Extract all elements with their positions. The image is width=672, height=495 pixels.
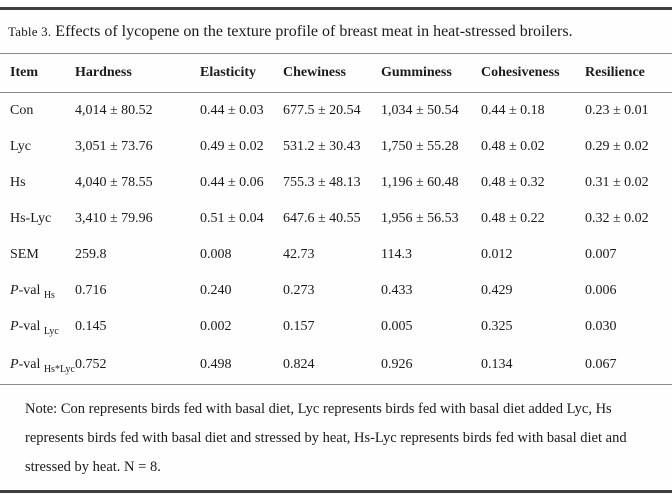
- row-item-label: SEM: [10, 247, 39, 262]
- column-header-chewiness: Chewiness: [283, 54, 381, 93]
- cell-value: 0.926: [381, 345, 481, 385]
- table-row: Con 4,014 ± 80.52 0.44 ± 0.03 677.5 ± 20.54…: [0, 93, 672, 130]
- row-item-label: Hs-Lyc: [10, 211, 52, 226]
- cell-value: 755.3 ± 48.13: [283, 175, 361, 190]
- cell-value: 0.067: [585, 345, 672, 385]
- column-header-gumminess: Gumminess: [381, 54, 481, 93]
- cell-value: 0.002: [200, 319, 232, 334]
- cell-value: 0.005: [381, 319, 413, 334]
- cell-value: 42.73: [283, 247, 315, 262]
- cell-value: 0.134: [481, 345, 585, 385]
- header-row: Item Hardness Elasticity Chewiness Gumminess…: [0, 54, 672, 93]
- cell-value: 0.48 ± 0.02: [481, 139, 545, 154]
- cell-value: 0.716: [75, 283, 107, 298]
- cell-value: 4,014 ± 80.52: [75, 103, 153, 118]
- bottom-rule: [0, 490, 672, 493]
- cell-value: 0.23 ± 0.01: [585, 103, 649, 118]
- cell-value: 0.44 ± 0.18: [481, 103, 545, 118]
- table-row: SEM 259.8 0.008 42.73 114.3 0.012 0.007: [0, 237, 672, 273]
- cell-value: 0.48 ± 0.22: [481, 211, 545, 226]
- cell-value: 0.006: [585, 283, 617, 298]
- cell-value: 0.325: [481, 319, 513, 334]
- item-subscript: Lyc: [43, 325, 59, 337]
- row-item-label: Hs: [10, 175, 26, 190]
- cell-value: 0.273: [283, 283, 315, 298]
- cell-value: 0.429: [481, 283, 513, 298]
- cell-value: 1,034 ± 50.54: [381, 103, 459, 118]
- item-subscript: Hs: [43, 289, 55, 301]
- table-row: Hs 4,040 ± 78.55 0.44 ± 0.06 755.3 ± 48.13 1…: [0, 165, 672, 201]
- column-header-resilience: Resilience: [585, 54, 672, 93]
- table-caption: Table 3. Effects of lycopene on the text…: [0, 10, 672, 54]
- cell-value: 0.824: [283, 345, 381, 385]
- table-row: P-val Hs*Lyc 0.752 0.498 0.824 0.926 0.134 0.0…: [0, 345, 672, 385]
- cell-value: 0.752: [75, 345, 200, 385]
- item-subscript: Hs*Lyc: [43, 363, 75, 375]
- cell-value: 3,410 ± 79.96: [75, 211, 153, 226]
- row-item-label: Con: [10, 103, 34, 118]
- cell-value: 0.012: [481, 247, 513, 262]
- cell-value: 0.29 ± 0.02: [585, 139, 649, 154]
- data-table: Item Hardness Elasticity Chewiness Gumminess…: [0, 54, 672, 385]
- row-item-label: P-val Hs: [10, 283, 55, 301]
- cell-value: 1,750 ± 55.28: [381, 139, 459, 154]
- cell-value: 0.007: [585, 247, 617, 262]
- cell-value: 0.32 ± 0.02: [585, 211, 649, 226]
- cell-value: 0.145: [75, 319, 107, 334]
- cell-value: 0.31 ± 0.02: [585, 175, 649, 190]
- table-row: P-val Lyc 0.145 0.002 0.157 0.005 0.325 0.030: [0, 309, 672, 345]
- table-caption-label: Table 3.: [8, 24, 52, 39]
- cell-value: 0.49 ± 0.02: [200, 139, 264, 154]
- table-caption-text: Effects of lycopene on the texture profi…: [55, 23, 573, 40]
- cell-value: 0.240: [200, 283, 232, 298]
- top-rule: [0, 7, 672, 10]
- column-header-elasticity: Elasticity: [200, 54, 283, 93]
- cell-value: 1,956 ± 56.53: [381, 211, 459, 226]
- cell-value: 677.5 ± 20.54: [283, 103, 361, 118]
- cell-value: 0.030: [585, 319, 617, 334]
- cell-value: 0.157: [283, 319, 315, 334]
- row-item-label: P-val Lyc: [10, 319, 59, 337]
- table-note: Note: Con represents birds fed with basa…: [25, 401, 627, 475]
- table-row: Hs-Lyc 3,410 ± 79.96 0.51 ± 0.04 647.6 ± 40…: [0, 201, 672, 237]
- row-item-label: P-val Hs*Lyc: [0, 345, 75, 385]
- cell-value: 0.51 ± 0.04: [200, 211, 264, 226]
- table-body: Con 4,014 ± 80.52 0.44 ± 0.03 677.5 ± 20.54…: [0, 93, 672, 385]
- cell-value: 0.008: [200, 247, 232, 262]
- column-header-cohesiveness: Cohesiveness: [481, 54, 585, 93]
- column-header-item: Item: [0, 54, 75, 93]
- column-header-hardness: Hardness: [75, 54, 200, 93]
- cell-value: 531.2 ± 30.43: [283, 139, 361, 154]
- cell-value: 3,051 ± 73.76: [75, 139, 153, 154]
- cell-value: 0.48 ± 0.32: [481, 175, 545, 190]
- cell-value: 1,196 ± 60.48: [381, 175, 459, 190]
- cell-value: 0.44 ± 0.06: [200, 175, 264, 190]
- cell-value: 259.8: [75, 247, 107, 262]
- cell-value: 114.3: [381, 247, 412, 262]
- cell-value: 0.433: [381, 283, 413, 298]
- table-row: Lyc 3,051 ± 73.76 0.49 ± 0.02 531.2 ± 30.43…: [0, 129, 672, 165]
- cell-value: 0.498: [200, 345, 283, 385]
- cell-value: 4,040 ± 78.55: [75, 175, 153, 190]
- table-row: P-val Hs 0.716 0.240 0.273 0.433 0.429 0.006: [0, 273, 672, 309]
- cell-value: 0.44 ± 0.03: [200, 103, 264, 118]
- cell-value: 647.6 ± 40.55: [283, 211, 361, 226]
- row-item-label: Lyc: [10, 139, 31, 154]
